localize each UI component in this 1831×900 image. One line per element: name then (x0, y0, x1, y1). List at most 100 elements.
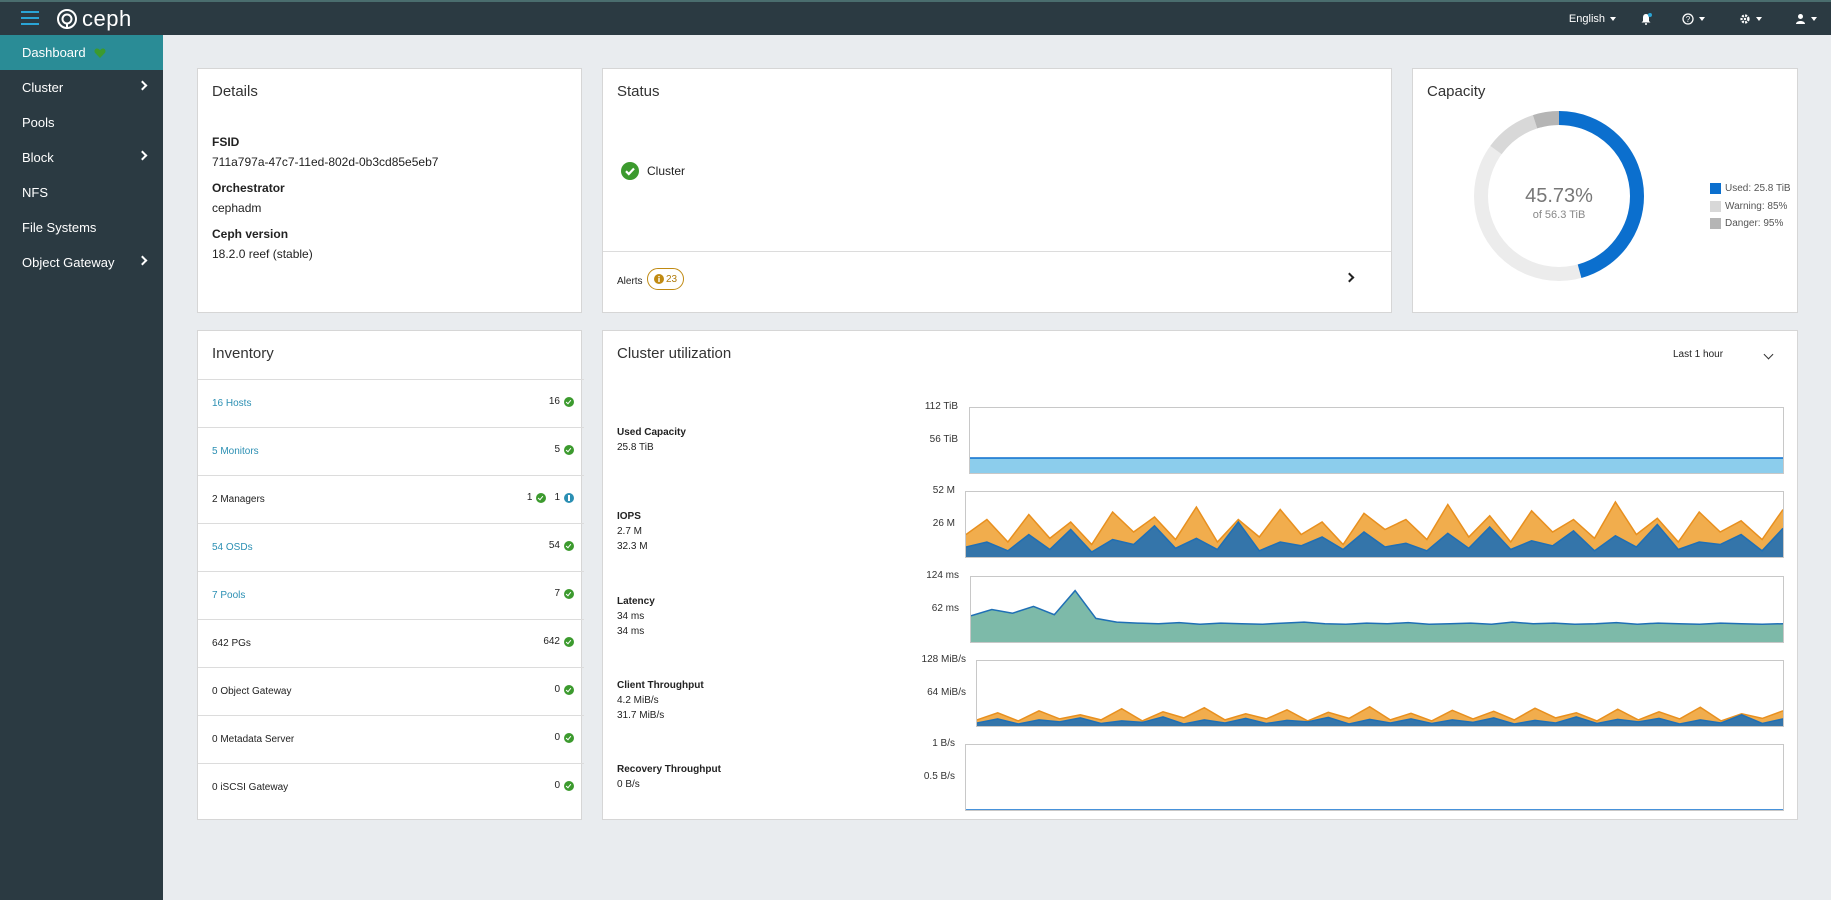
help-icon: ? (1682, 12, 1694, 25)
inventory-row-pgs: 642 PGs 642 (198, 619, 584, 667)
legend-swatch (1710, 183, 1721, 194)
iscsi-gateway-label: 0 iSCSI Gateway (212, 782, 289, 793)
chevron-down-icon[interactable] (1763, 349, 1774, 360)
series-line-writes (966, 500, 1783, 546)
alerts-count: 23 (666, 273, 678, 285)
legend-warning: Warning: 85% (1710, 201, 1787, 212)
sidebar-item-object-gateway[interactable]: Object Gateway (0, 245, 163, 280)
alerts-badge[interactable]: 23 (647, 268, 685, 290)
iops-plot (966, 500, 1783, 557)
used-capacity-chart (969, 407, 1784, 474)
language-label: English (1568, 12, 1605, 25)
sidebar-item-block[interactable]: Block (0, 140, 163, 175)
time-range-select[interactable]: Last 1 hour (1673, 349, 1723, 360)
inventory-title: Inventory (212, 345, 274, 362)
capacity-card: Capacity 45.73% of 56.3 TiB (1412, 68, 1798, 313)
series-area-used (970, 458, 1783, 473)
client-throughput-plot (977, 705, 1783, 726)
cluster-status: Cluster (621, 162, 685, 180)
osds-link[interactable]: 54 OSDs (212, 542, 253, 553)
hosts-link[interactable]: 16 Hosts (212, 398, 252, 409)
metric-value: 2.7 M (617, 526, 643, 537)
metric-value: 4.2 MiB/s (617, 695, 659, 706)
check-circle-icon (621, 162, 639, 180)
check-circle-icon (564, 636, 574, 647)
chevron-right-icon (137, 80, 148, 91)
gear-icon (1740, 13, 1750, 24)
time-range-label: Last 1 hour (1673, 349, 1724, 360)
sidebar-item-label: Cluster (22, 80, 64, 95)
user-menu[interactable] (1795, 2, 1817, 35)
chevron-down-icon (1610, 16, 1616, 21)
y-axis-mid: 26 M (932, 518, 955, 529)
managers-label: 2 Managers (212, 494, 265, 505)
inventory-row-hosts: 16 Hosts 16 (198, 379, 584, 427)
metric-used-capacity: Used Capacity 25.8 TiB (617, 425, 686, 455)
sidebar-item-nfs[interactable]: NFS (0, 175, 163, 210)
check-circle-icon (564, 780, 574, 791)
check-circle-icon (564, 732, 574, 743)
top-navbar: ceph English ? (0, 0, 1831, 35)
count-value: 0 (554, 684, 560, 695)
status-title: Status (617, 83, 660, 100)
metric-value: 32.3 M (617, 541, 648, 552)
count-value: 0 (554, 780, 560, 791)
language-selector[interactable]: English (1569, 2, 1616, 35)
series-line-writes (977, 705, 1783, 722)
metric-value: 25.8 TiB (617, 442, 654, 453)
ceph-version-value: 18.2.0 reef (stable) (212, 247, 313, 261)
status-card: Status Cluster Alerts 23 (602, 68, 1392, 313)
cluster-utilization-card: Cluster utilization Last 1 hour Used Cap… (602, 330, 1798, 820)
sidebar-item-label: File Systems (22, 220, 97, 235)
y-axis-max: 1 B/s (932, 738, 955, 749)
settings-menu[interactable] (1739, 2, 1762, 35)
status-count: 7 (554, 588, 574, 599)
chevron-right-icon (137, 255, 148, 266)
inventory-card: Inventory 16 Hosts 16 5 Monitors 5 2 Man… (197, 330, 584, 820)
metric-value: 0 B/s (617, 779, 640, 790)
capacity-percent: 45.73% (1525, 185, 1593, 207)
metric-name: Client Throughput (617, 680, 704, 691)
notifications-button[interactable] (1640, 2, 1652, 35)
utilization-title: Cluster utilization (617, 345, 732, 362)
pgs-label: 642 PGs (212, 638, 251, 649)
y-axis-max: 124 ms (926, 570, 959, 581)
legend-used: Used: 25.8 TiB (1710, 183, 1791, 194)
sidebar-item-label: Dashboard (22, 45, 86, 60)
monitors-link[interactable]: 5 Monitors (212, 446, 259, 457)
brand-name: ceph (82, 6, 132, 31)
check-circle-icon (564, 588, 574, 599)
count-value: 5 (554, 444, 560, 455)
svg-text:?: ? (1686, 15, 1691, 24)
iops-chart (965, 491, 1784, 558)
ceph-version-label: Ceph version (212, 227, 289, 241)
alerts-row[interactable]: Alerts 23 (603, 252, 1391, 312)
chevron-down-icon (1699, 16, 1705, 21)
status-count: 0 (554, 732, 574, 743)
chevron-right-icon[interactable] (1344, 272, 1355, 283)
status-count: 642 (543, 636, 574, 647)
sidebar-item-dashboard[interactable]: Dashboard (0, 35, 163, 70)
status-count: 1 1 (527, 492, 574, 503)
sidebar-item-file-systems[interactable]: File Systems (0, 210, 163, 245)
recovery-throughput-chart (965, 744, 1784, 811)
fsid-label: FSID (212, 135, 240, 149)
sidebar-item-pools[interactable]: Pools (0, 105, 163, 140)
chevron-right-icon (137, 150, 148, 161)
used-capacity-plot (970, 457, 1783, 473)
client-throughput-chart (976, 660, 1784, 727)
help-menu[interactable]: ? (1682, 2, 1705, 35)
ceph-logo[interactable]: ceph (55, 6, 132, 31)
status-count: 54 (549, 540, 574, 551)
series-line-reads (966, 520, 1783, 553)
info-circle-icon (564, 492, 574, 503)
inventory-row-object-gateway: 0 Object Gateway 0 (198, 667, 584, 715)
metric-client-throughput: Client Throughput 4.2 MiB/s 31.7 MiB/s (617, 678, 704, 723)
hamburger-menu-icon[interactable] (21, 11, 39, 26)
sidebar-item-cluster[interactable]: Cluster (0, 70, 163, 105)
series-line-latency (971, 589, 1783, 625)
status-count: 0 (554, 684, 574, 695)
legend-label: Danger: 95% (1725, 218, 1784, 229)
pools-link[interactable]: 7 Pools (212, 590, 246, 601)
fsid-value: 711a797a-47c7-11ed-802d-0b3cd85e5eb7 (212, 155, 439, 169)
